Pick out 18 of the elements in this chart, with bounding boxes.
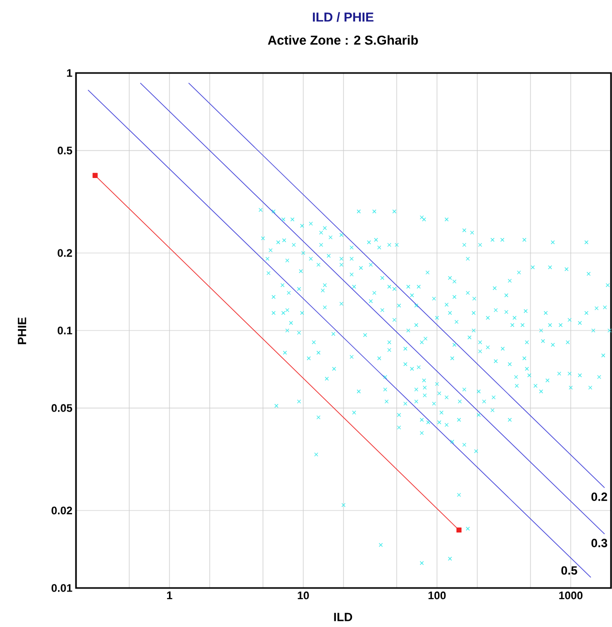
x-tick-label: 1000 [559, 592, 582, 600]
x-axis-title: ILD [334, 612, 352, 622]
annotation: 0.3 [591, 538, 608, 548]
x-tick-label: 10 [298, 592, 309, 600]
y-tick-label: 0.02 [52, 506, 72, 514]
chart-title: ILD / PHIE [312, 12, 374, 22]
annotation: 0.2 [591, 492, 608, 501]
y-axis-title: PHIE [18, 318, 26, 344]
y-tick-label: 0.5 [58, 146, 72, 154]
y-tick-label: 1 [67, 69, 72, 77]
x-tick-label: 100 [428, 592, 446, 600]
annotation: 0.5 [561, 566, 578, 575]
x-tick-label: 1 [167, 592, 172, 600]
y-tick-label: 0.1 [58, 326, 72, 334]
chart-subtitle: Active Zone : 2 S.Gharib [268, 35, 418, 45]
y-tick-label: 0.2 [58, 249, 72, 257]
y-tick-label: 0.01 [52, 584, 72, 592]
y-tick-label: 0.05 [52, 404, 72, 412]
